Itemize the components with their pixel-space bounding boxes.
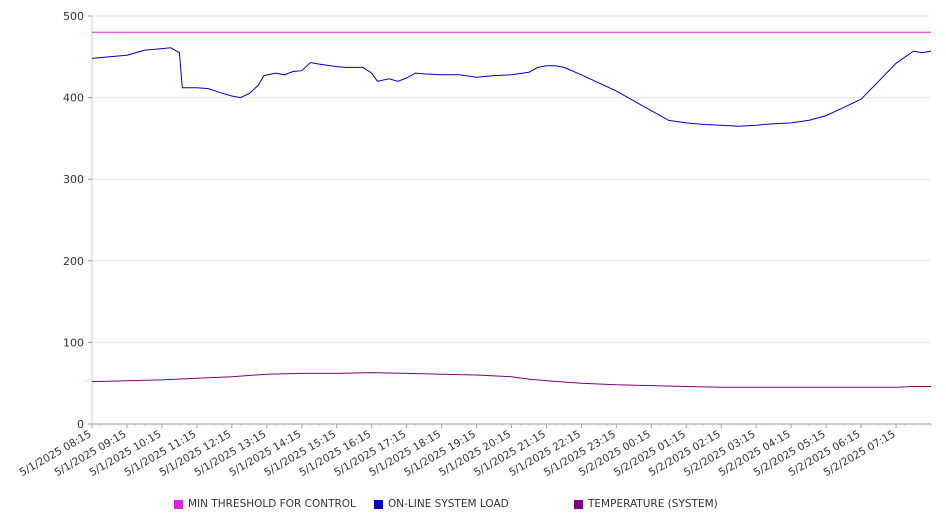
legend-swatch: [174, 499, 183, 509]
y-tick-label: 200: [63, 255, 84, 268]
grid-lines: [92, 15, 931, 343]
series-lines: [91, 31, 932, 388]
y-tick-label: 100: [63, 336, 84, 349]
series-line-on-line-system-load: [91, 47, 932, 127]
axes: [91, 16, 931, 425]
legend-item-min-threshold-for-control[interactable]: MIN THRESHOLD FOR CONTROL: [174, 498, 356, 510]
legend-label: ON-LINE SYSTEM LOAD: [388, 498, 509, 510]
legend-item-temperature-system[interactable]: TEMPERATURE (SYSTEM): [574, 498, 718, 510]
legend-swatch: [374, 499, 383, 509]
legend-label: TEMPERATURE (SYSTEM): [588, 498, 718, 510]
legend: MIN THRESHOLD FOR CONTROL ON-LINE SYSTEM …: [0, 498, 946, 514]
y-tick-label: 400: [63, 92, 84, 105]
y-tick-label: 500: [63, 10, 84, 23]
x-axis-ticks: 5/1/2025 08:155/1/2025 09:155/1/2025 10:…: [18, 424, 932, 479]
y-tick-label: 0: [77, 418, 84, 431]
series-line-temperature-system: [91, 372, 931, 388]
legend-swatch: [574, 499, 583, 509]
legend-item-on-line-system-load[interactable]: ON-LINE SYSTEM LOAD: [374, 498, 509, 510]
legend-label: MIN THRESHOLD FOR CONTROL: [188, 498, 356, 510]
y-axis-ticks: 0 100 200 300 400 500: [63, 10, 92, 431]
y-tick-label: 300: [63, 173, 84, 186]
